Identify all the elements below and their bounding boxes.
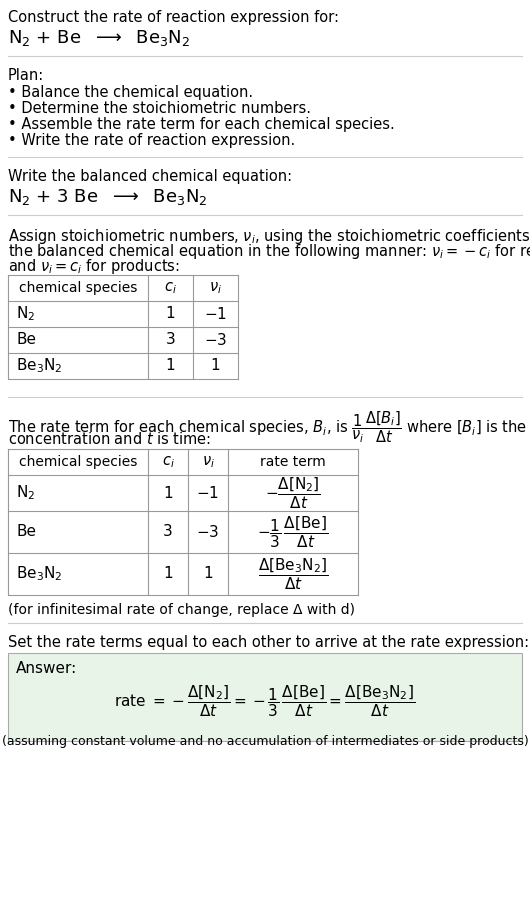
- Text: $\nu_i$: $\nu_i$: [201, 454, 215, 469]
- Text: rate term: rate term: [260, 455, 326, 469]
- Text: • Determine the stoichiometric numbers.: • Determine the stoichiometric numbers.: [8, 101, 311, 116]
- Text: $\dfrac{\Delta[\mathrm{Be_3N_2}]}{\Delta t}$: $\dfrac{\Delta[\mathrm{Be_3N_2}]}{\Delta…: [258, 556, 328, 592]
- Text: Write the balanced chemical equation:: Write the balanced chemical equation:: [8, 169, 292, 184]
- Text: Assign stoichiometric numbers, $\nu_i$, using the stoichiometric coefficients, $: Assign stoichiometric numbers, $\nu_i$, …: [8, 227, 530, 246]
- Text: $\mathrm{Be_3N_2}$: $\mathrm{Be_3N_2}$: [16, 565, 63, 583]
- Text: 1: 1: [166, 359, 175, 373]
- Text: Construct the rate of reaction expression for:: Construct the rate of reaction expressio…: [8, 10, 339, 25]
- Text: 3: 3: [163, 525, 173, 539]
- Text: rate $= -\dfrac{\Delta[\mathrm{N_2}]}{\Delta t} = -\dfrac{1}{3}\,\dfrac{\Delta[\: rate $= -\dfrac{\Delta[\mathrm{N_2}]}{\D…: [114, 683, 416, 719]
- Text: 1: 1: [211, 359, 220, 373]
- Text: $\mathrm{Be_3N_2}$: $\mathrm{Be_3N_2}$: [16, 357, 63, 375]
- Text: $-3$: $-3$: [196, 524, 219, 540]
- Text: $\mathrm{N_2}$: $\mathrm{N_2}$: [16, 305, 35, 323]
- Text: $-1$: $-1$: [197, 485, 219, 501]
- Text: 3: 3: [165, 332, 175, 348]
- Text: $c_i$: $c_i$: [162, 454, 174, 469]
- Text: $-1$: $-1$: [204, 306, 227, 322]
- Text: $-\dfrac{\Delta[\mathrm{N_2}]}{\Delta t}$: $-\dfrac{\Delta[\mathrm{N_2}]}{\Delta t}…: [265, 475, 321, 511]
- Text: $\mathrm{N_2}$ + Be  $\longrightarrow$  $\mathrm{Be_3N_2}$: $\mathrm{N_2}$ + Be $\longrightarrow$ $\…: [8, 28, 190, 48]
- Text: and $\nu_i = c_i$ for products:: and $\nu_i = c_i$ for products:: [8, 257, 180, 276]
- Text: Answer:: Answer:: [16, 661, 77, 676]
- Text: $\mathrm{N_2}$ + 3 Be  $\longrightarrow$  $\mathrm{Be_3N_2}$: $\mathrm{N_2}$ + 3 Be $\longrightarrow$ …: [8, 187, 207, 207]
- Text: chemical species: chemical species: [19, 281, 137, 295]
- Text: $\mathrm{N_2}$: $\mathrm{N_2}$: [16, 484, 35, 502]
- Text: concentration and $t$ is time:: concentration and $t$ is time:: [8, 431, 211, 447]
- Text: • Assemble the rate term for each chemical species.: • Assemble the rate term for each chemic…: [8, 117, 395, 132]
- Text: chemical species: chemical species: [19, 455, 137, 469]
- Text: $-3$: $-3$: [204, 332, 227, 348]
- Text: (for infinitesimal rate of change, replace Δ with d): (for infinitesimal rate of change, repla…: [8, 603, 355, 617]
- Text: (assuming constant volume and no accumulation of intermediates or side products): (assuming constant volume and no accumul…: [2, 735, 528, 748]
- Text: Be: Be: [16, 525, 36, 539]
- Text: 1: 1: [163, 486, 173, 500]
- Text: the balanced chemical equation in the following manner: $\nu_i = -c_i$ for react: the balanced chemical equation in the fo…: [8, 242, 530, 261]
- Text: Set the rate terms equal to each other to arrive at the rate expression:: Set the rate terms equal to each other t…: [8, 635, 529, 650]
- Text: • Balance the chemical equation.: • Balance the chemical equation.: [8, 85, 253, 100]
- Bar: [8, 653, 522, 741]
- Text: $-\dfrac{1}{3}\,\dfrac{\Delta[\mathrm{Be}]}{\Delta t}$: $-\dfrac{1}{3}\,\dfrac{\Delta[\mathrm{Be…: [258, 514, 329, 550]
- Text: 1: 1: [166, 307, 175, 321]
- Text: $c_i$: $c_i$: [164, 281, 177, 296]
- Text: $\nu_i$: $\nu_i$: [209, 281, 222, 296]
- Text: The rate term for each chemical species, $B_i$, is $\dfrac{1}{\nu_i}\dfrac{\Delt: The rate term for each chemical species,…: [8, 409, 530, 445]
- Text: 1: 1: [163, 567, 173, 581]
- Text: 1: 1: [203, 567, 213, 581]
- Text: Plan:: Plan:: [8, 68, 44, 83]
- Text: Be: Be: [16, 332, 36, 348]
- Text: • Write the rate of reaction expression.: • Write the rate of reaction expression.: [8, 133, 295, 148]
